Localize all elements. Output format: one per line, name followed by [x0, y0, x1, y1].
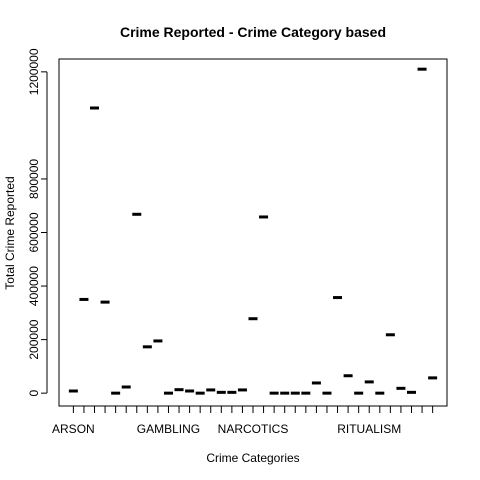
x-tick-label: NARCOTICS: [218, 422, 289, 436]
y-tick-label: 0: [27, 389, 41, 396]
y-tick-label: 200000: [27, 319, 41, 359]
x-tick-label: ARSON: [52, 422, 95, 436]
data-marks: [68, 67, 438, 395]
x-axis: ARSON GAMBLING NARCOTICS RITUALISM: [52, 405, 434, 436]
y-axis: 0 200000 400000 600000 800000 1200000: [27, 48, 48, 396]
y-tick-label: 1200000: [27, 48, 41, 95]
plot-area: [58, 58, 448, 407]
x-tick-label: RITUALISM: [337, 422, 401, 436]
x-axis-label: Crime Categories: [206, 451, 299, 465]
x-tick-label: GAMBLING: [137, 422, 200, 436]
y-tick-label: 600000: [27, 212, 41, 252]
chart-title: Crime Reported - Crime Category based: [120, 24, 386, 40]
y-axis-label: Total Crime Reported: [3, 176, 17, 289]
y-tick-label: 400000: [27, 266, 41, 306]
y-tick-label: 800000: [27, 159, 41, 199]
